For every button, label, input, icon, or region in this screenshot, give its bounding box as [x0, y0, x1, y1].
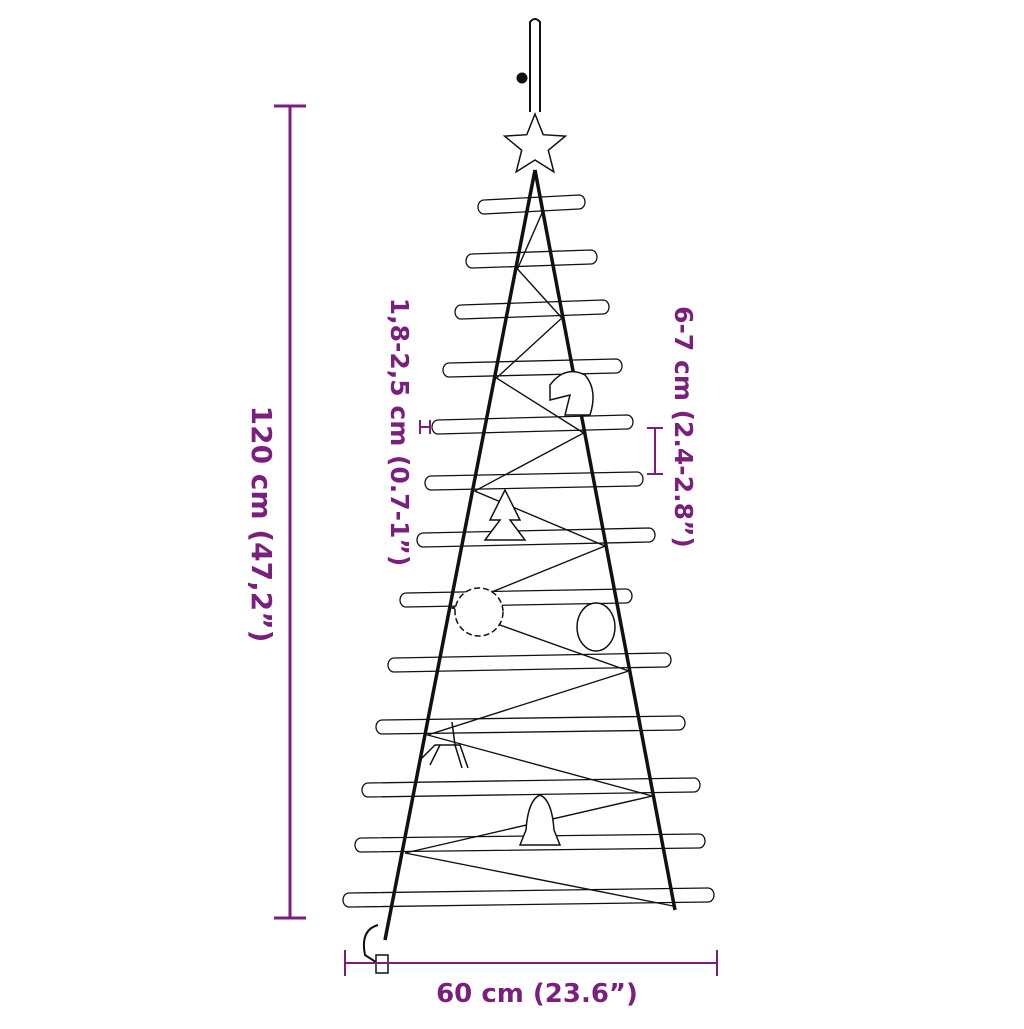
width-dimension: [344, 950, 718, 976]
width-label: 60 cm (23.6”): [436, 979, 638, 1009]
stick: [431, 414, 634, 435]
height-label: 120 cm (47,2”): [245, 406, 278, 643]
light-wire: [404, 169, 674, 907]
stick: [342, 887, 715, 908]
snowflake-ornament: [454, 587, 504, 637]
right-rail: [533, 169, 677, 911]
stick-spacing-label: 6-7 cm (2.4-2.8”): [669, 306, 698, 548]
stick: [424, 471, 644, 491]
stick: [477, 194, 586, 215]
stick: [465, 249, 598, 269]
stick: [387, 652, 672, 673]
ladder-tree-drawing: [342, 18, 715, 974]
bauble-ornament: [576, 602, 616, 652]
spacing-dimension: [647, 427, 663, 475]
horse-head-ornament: [549, 370, 594, 416]
stick: [442, 358, 623, 378]
tree-ornament: [483, 488, 527, 541]
hanger-knot: [516, 72, 528, 84]
stick: [416, 527, 656, 548]
stick: [361, 777, 701, 798]
bell-ornament: [518, 794, 562, 846]
left-rail: [383, 169, 537, 941]
height-dimension: [274, 104, 306, 920]
stick: [454, 299, 610, 320]
hanger-loop: [529, 18, 541, 112]
reindeer-ornament: [419, 721, 469, 769]
usb-cable: [362, 924, 386, 969]
star-ornament: [502, 111, 568, 174]
stick-diameter-label: 1,8-2,5 cm (0.7-1”): [385, 298, 414, 567]
diameter-dimension: [419, 420, 431, 434]
